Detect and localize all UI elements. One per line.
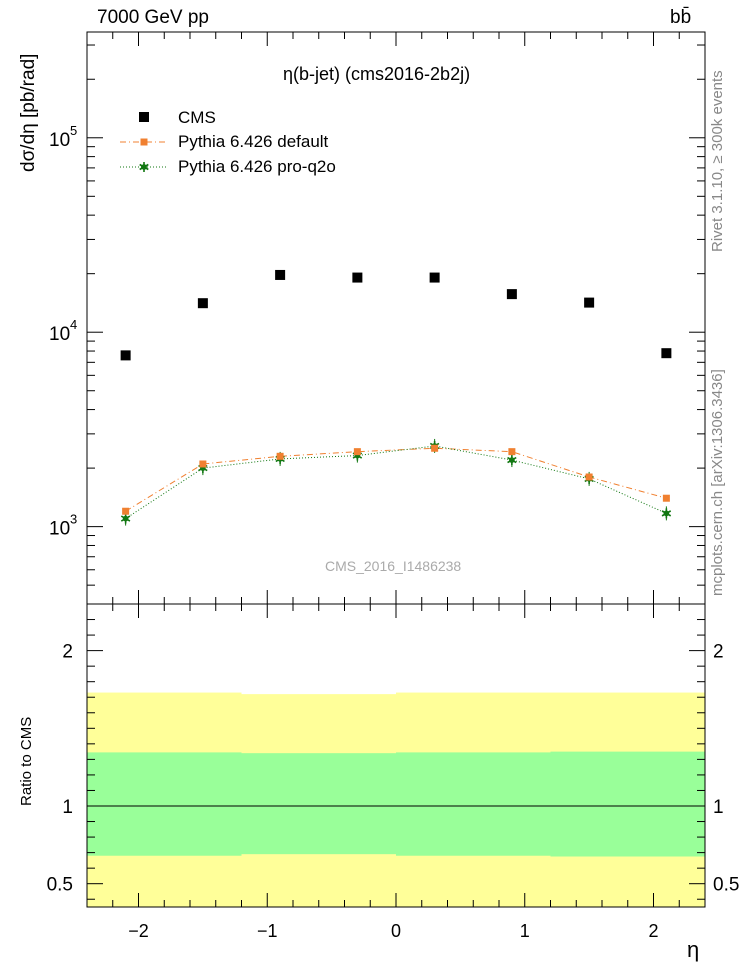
pythia-default-point [508, 448, 516, 456]
ratio-y-tick-label: 1 [62, 797, 73, 818]
ratio-y-tick-label: 2 [62, 642, 73, 663]
ratio-band-green-0 [87, 752, 242, 856]
star-core [122, 515, 129, 522]
series-line-pythia-pro-q2o [125, 445, 667, 520]
cms-data-point [352, 272, 363, 283]
legend-label-cms: CMS [178, 108, 216, 127]
cms-data-point [197, 298, 208, 309]
ratio-band-green-2 [396, 752, 551, 856]
star-core [509, 457, 515, 463]
y-tick-exponent: 3 [70, 512, 77, 527]
pythia-default-point [431, 444, 439, 452]
star-stroke [120, 515, 131, 522]
legend-label-pythia-pro-q2o: Pythia 6.426 pro-q2o [178, 157, 336, 176]
x-tick-label: 0 [391, 921, 401, 941]
x-axis-label: η [687, 937, 700, 962]
x-tick-label: 1 [520, 921, 530, 941]
x-tick-label: 2 [648, 921, 658, 941]
pythia-default-point [353, 448, 361, 456]
analysis-watermark: CMS_2016_I1486238 [325, 558, 462, 574]
cms-data-point [506, 289, 517, 300]
legend-marker-pythia-pro-q2o [139, 162, 149, 172]
x-tick-label: −1 [257, 921, 278, 941]
ratio-y-tick-label-right: 1 [713, 797, 724, 818]
star-stroke [139, 163, 149, 171]
mcplots-label: mcplots.cern.ch [arXiv:1306.3436] [709, 369, 726, 596]
y-tick-label: 10 [49, 324, 70, 345]
y-tick-exponent: 5 [70, 123, 77, 138]
pythia-default-point [199, 460, 207, 468]
legend-marker-pythia-default [140, 138, 148, 146]
rivet-label: Rivet 3.1.10, ≥ 300k events [709, 70, 726, 252]
star-core [141, 164, 147, 170]
pythia-default-point [662, 494, 670, 502]
pythia-default-point [585, 473, 593, 481]
x-tick-label: −2 [128, 921, 149, 941]
legend-marker-cms [139, 112, 149, 122]
series-line-pythia-default [125, 447, 667, 512]
star-stroke [661, 510, 672, 517]
pythia-default-point [122, 507, 130, 515]
cms-data-point [120, 350, 131, 361]
pythia-pro-q2o-point [661, 508, 672, 519]
main-y-axis-label: dσ/dη [pb/rad] [18, 53, 39, 172]
star-core [663, 510, 670, 517]
cms-data-point [429, 272, 440, 283]
star-stroke [507, 456, 517, 464]
pythia-pro-q2o-point [507, 455, 517, 466]
process-label: bb̄ [670, 7, 692, 28]
ratio-band-green-3 [550, 751, 705, 857]
ratio-y-tick-label: 0.5 [47, 875, 73, 896]
ratio-y-axis-label: Ratio to CMS [18, 716, 35, 806]
pythia-pro-q2o-point [120, 513, 131, 524]
main-plot-title: η(b-jet) (cms2016-2b2j) [283, 64, 471, 84]
cms-data-point [275, 269, 286, 280]
y-tick-label: 10 [49, 519, 70, 540]
cms-data-point [584, 297, 595, 308]
y-tick-exponent: 4 [70, 317, 77, 332]
legend-label-pythia-default: Pythia 6.426 default [178, 132, 329, 151]
ratio-y-tick-label-right: 0.5 [713, 875, 739, 896]
y-tick-label: 10 [49, 130, 70, 151]
pythia-default-point [276, 452, 284, 460]
ratio-y-tick-label-right: 2 [713, 642, 724, 663]
energy-label: 7000 GeV pp [97, 7, 209, 28]
cms-data-point [661, 348, 672, 359]
ratio-band-green-1 [241, 753, 396, 855]
